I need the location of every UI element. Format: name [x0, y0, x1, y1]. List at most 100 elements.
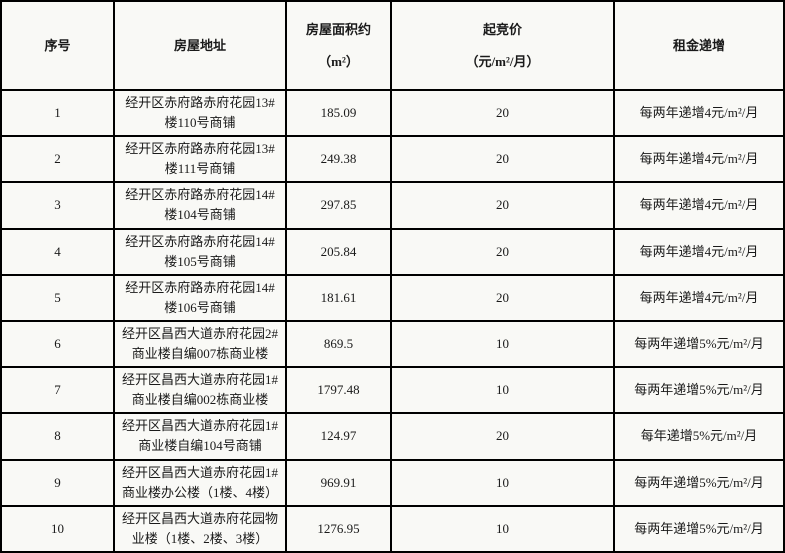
header-starting-bid: 起竞价 （元/m²/月）: [392, 2, 613, 89]
serial-number-cell: 5: [2, 275, 113, 320]
rent-increment-value: 每两年递增4元/m²/月: [639, 243, 759, 259]
serial-number-value: 3: [54, 197, 61, 213]
rent-increment-value: 每两年递增5%元/m²/月: [634, 336, 764, 352]
address-value: 经开区赤府路赤府花园13#楼111号商铺: [125, 141, 275, 177]
area-cell: 181.61: [287, 275, 390, 320]
starting-bid-value: 10: [496, 382, 509, 398]
starting-bid-value: 20: [496, 105, 509, 121]
serial-number-cell: 3: [2, 183, 113, 228]
area-value: 249.38: [320, 151, 357, 167]
serial-number-value: 6: [54, 336, 61, 352]
area-cell: 969.91: [287, 460, 390, 505]
area-cell: 124.97: [287, 414, 390, 459]
starting-bid-value: 20: [496, 289, 509, 305]
starting-bid-cell: 10: [392, 368, 613, 413]
header-serial-number: 序号: [2, 2, 113, 89]
serial-number-cell: 1: [2, 91, 113, 136]
area-cell: 205.84: [287, 229, 390, 274]
area-value: 969.91: [320, 474, 357, 490]
starting-bid-cell: 10: [392, 506, 613, 551]
header-rent-increment: 租金递增: [615, 2, 783, 89]
serial-number-value: 2: [54, 151, 61, 167]
area-value: 869.5: [323, 336, 354, 352]
address-cell: 经开区昌西大道赤府花园1#商业楼自编104号商铺: [115, 414, 285, 459]
rent-increment-cell: 每两年递增5%元/m²/月: [615, 506, 783, 551]
starting-bid-cell: 20: [392, 91, 613, 136]
serial-number-value: 5: [54, 289, 61, 305]
address-value: 经开区赤府路赤府花园13#楼110号商铺: [125, 95, 275, 131]
starting-bid-value: 10: [496, 520, 509, 536]
address-cell: 经开区昌西大道赤府花园1#商业楼办公楼（1楼、4楼）: [115, 460, 285, 505]
serial-number-cell: 7: [2, 368, 113, 413]
starting-bid-value: 20: [496, 243, 509, 259]
serial-number-value: 1: [54, 105, 61, 121]
rent-increment-cell: 每两年递增5%元/m²/月: [615, 322, 783, 367]
address-value: 经开区赤府路赤府花园14#楼105号商铺: [125, 233, 275, 269]
rent-increment-cell: 每两年递增4元/m²/月: [615, 137, 783, 182]
area-value: 1797.48: [317, 382, 360, 398]
area-value: 297.85: [320, 197, 357, 213]
starting-bid-cell: 20: [392, 229, 613, 274]
serial-number-cell: 9: [2, 460, 113, 505]
header-starting-bid-unit: （元/m²/月）: [465, 54, 540, 69]
rent-increment-value: 每年递增5%元/m²/月: [640, 428, 758, 444]
rent-increment-value: 每两年递增5%元/m²/月: [634, 520, 764, 536]
serial-number-cell: 4: [2, 229, 113, 274]
starting-bid-value: 20: [496, 197, 509, 213]
starting-bid-value: 10: [496, 474, 509, 490]
rent-increment-value: 每两年递增4元/m²/月: [639, 289, 759, 305]
address-value: 经开区昌西大道赤府花园1#商业楼自编104号商铺: [121, 418, 278, 454]
starting-bid-cell: 20: [392, 137, 613, 182]
rent-increment-cell: 每两年递增4元/m²/月: [615, 229, 783, 274]
starting-bid-value: 10: [496, 336, 509, 352]
area-value: 205.84: [320, 243, 357, 259]
serial-number-cell: 2: [2, 137, 113, 182]
address-value: 经开区昌西大道赤府花园物业楼（1楼、2楼、3楼）: [121, 510, 278, 546]
serial-number-value: 10: [51, 520, 64, 536]
starting-bid-cell: 10: [392, 460, 613, 505]
address-cell: 经开区赤府路赤府花园13#楼111号商铺: [115, 137, 285, 182]
address-cell: 经开区昌西大道赤府花园物业楼（1楼、2楼、3楼）: [115, 506, 285, 551]
area-value: 185.09: [320, 105, 357, 121]
header-serial-number-label: 序号: [44, 37, 71, 53]
starting-bid-cell: 20: [392, 275, 613, 320]
area-value: 1276.95: [317, 520, 360, 536]
area-value: 181.61: [320, 289, 357, 305]
serial-number-cell: 8: [2, 414, 113, 459]
rent-increment-cell: 每两年递增5%元/m²/月: [615, 368, 783, 413]
rent-increment-cell: 每两年递增4元/m²/月: [615, 275, 783, 320]
header-area: 房屋面积约 （m²）: [287, 2, 390, 89]
rent-increment-cell: 每两年递增4元/m²/月: [615, 91, 783, 136]
address-value: 经开区赤府路赤府花园14#楼106号商铺: [125, 279, 275, 315]
rent-increment-value: 每两年递增5%元/m²/月: [634, 382, 764, 398]
area-value: 124.97: [320, 428, 357, 444]
starting-bid-value: 20: [496, 428, 509, 444]
address-value: 经开区昌西大道赤府花园1#商业楼办公楼（1楼、4楼）: [121, 464, 278, 500]
serial-number-value: 4: [54, 243, 61, 259]
starting-bid-value: 20: [496, 151, 509, 167]
rent-increment-value: 每两年递增4元/m²/月: [639, 197, 759, 213]
area-cell: 1797.48: [287, 368, 390, 413]
area-cell: 1276.95: [287, 506, 390, 551]
rent-increment-cell: 每年递增5%元/m²/月: [615, 414, 783, 459]
rent-increment-value: 每两年递增4元/m²/月: [639, 151, 759, 167]
address-value: 经开区昌西大道赤府花园2#商业楼自编007栋商业楼: [121, 326, 278, 362]
rent-increment-value: 每两年递增4元/m²/月: [639, 105, 759, 121]
rent-increment-value: 每两年递增5%元/m²/月: [634, 474, 764, 490]
header-address: 房屋地址: [115, 2, 285, 89]
header-starting-bid-label: 起竞价: [482, 22, 522, 37]
serial-number-value: 8: [54, 428, 61, 444]
serial-number-value: 9: [54, 474, 61, 490]
header-rent-increment-label: 租金递增: [672, 37, 725, 53]
address-value: 经开区赤府路赤府花园14#楼104号商铺: [125, 187, 275, 223]
rent-increment-cell: 每两年递增4元/m²/月: [615, 183, 783, 228]
rent-increment-cell: 每两年递增5%元/m²/月: [615, 460, 783, 505]
address-value: 经开区昌西大道赤府花园1#商业楼自编002栋商业楼: [121, 372, 278, 408]
starting-bid-cell: 10: [392, 322, 613, 367]
address-cell: 经开区赤府路赤府花园14#楼104号商铺: [115, 183, 285, 228]
address-cell: 经开区昌西大道赤府花园2#商业楼自编007栋商业楼: [115, 322, 285, 367]
address-cell: 经开区赤府路赤府花园14#楼105号商铺: [115, 229, 285, 274]
address-cell: 经开区昌西大道赤府花园1#商业楼自编002栋商业楼: [115, 368, 285, 413]
header-area-label: 房屋面积约: [305, 22, 371, 37]
